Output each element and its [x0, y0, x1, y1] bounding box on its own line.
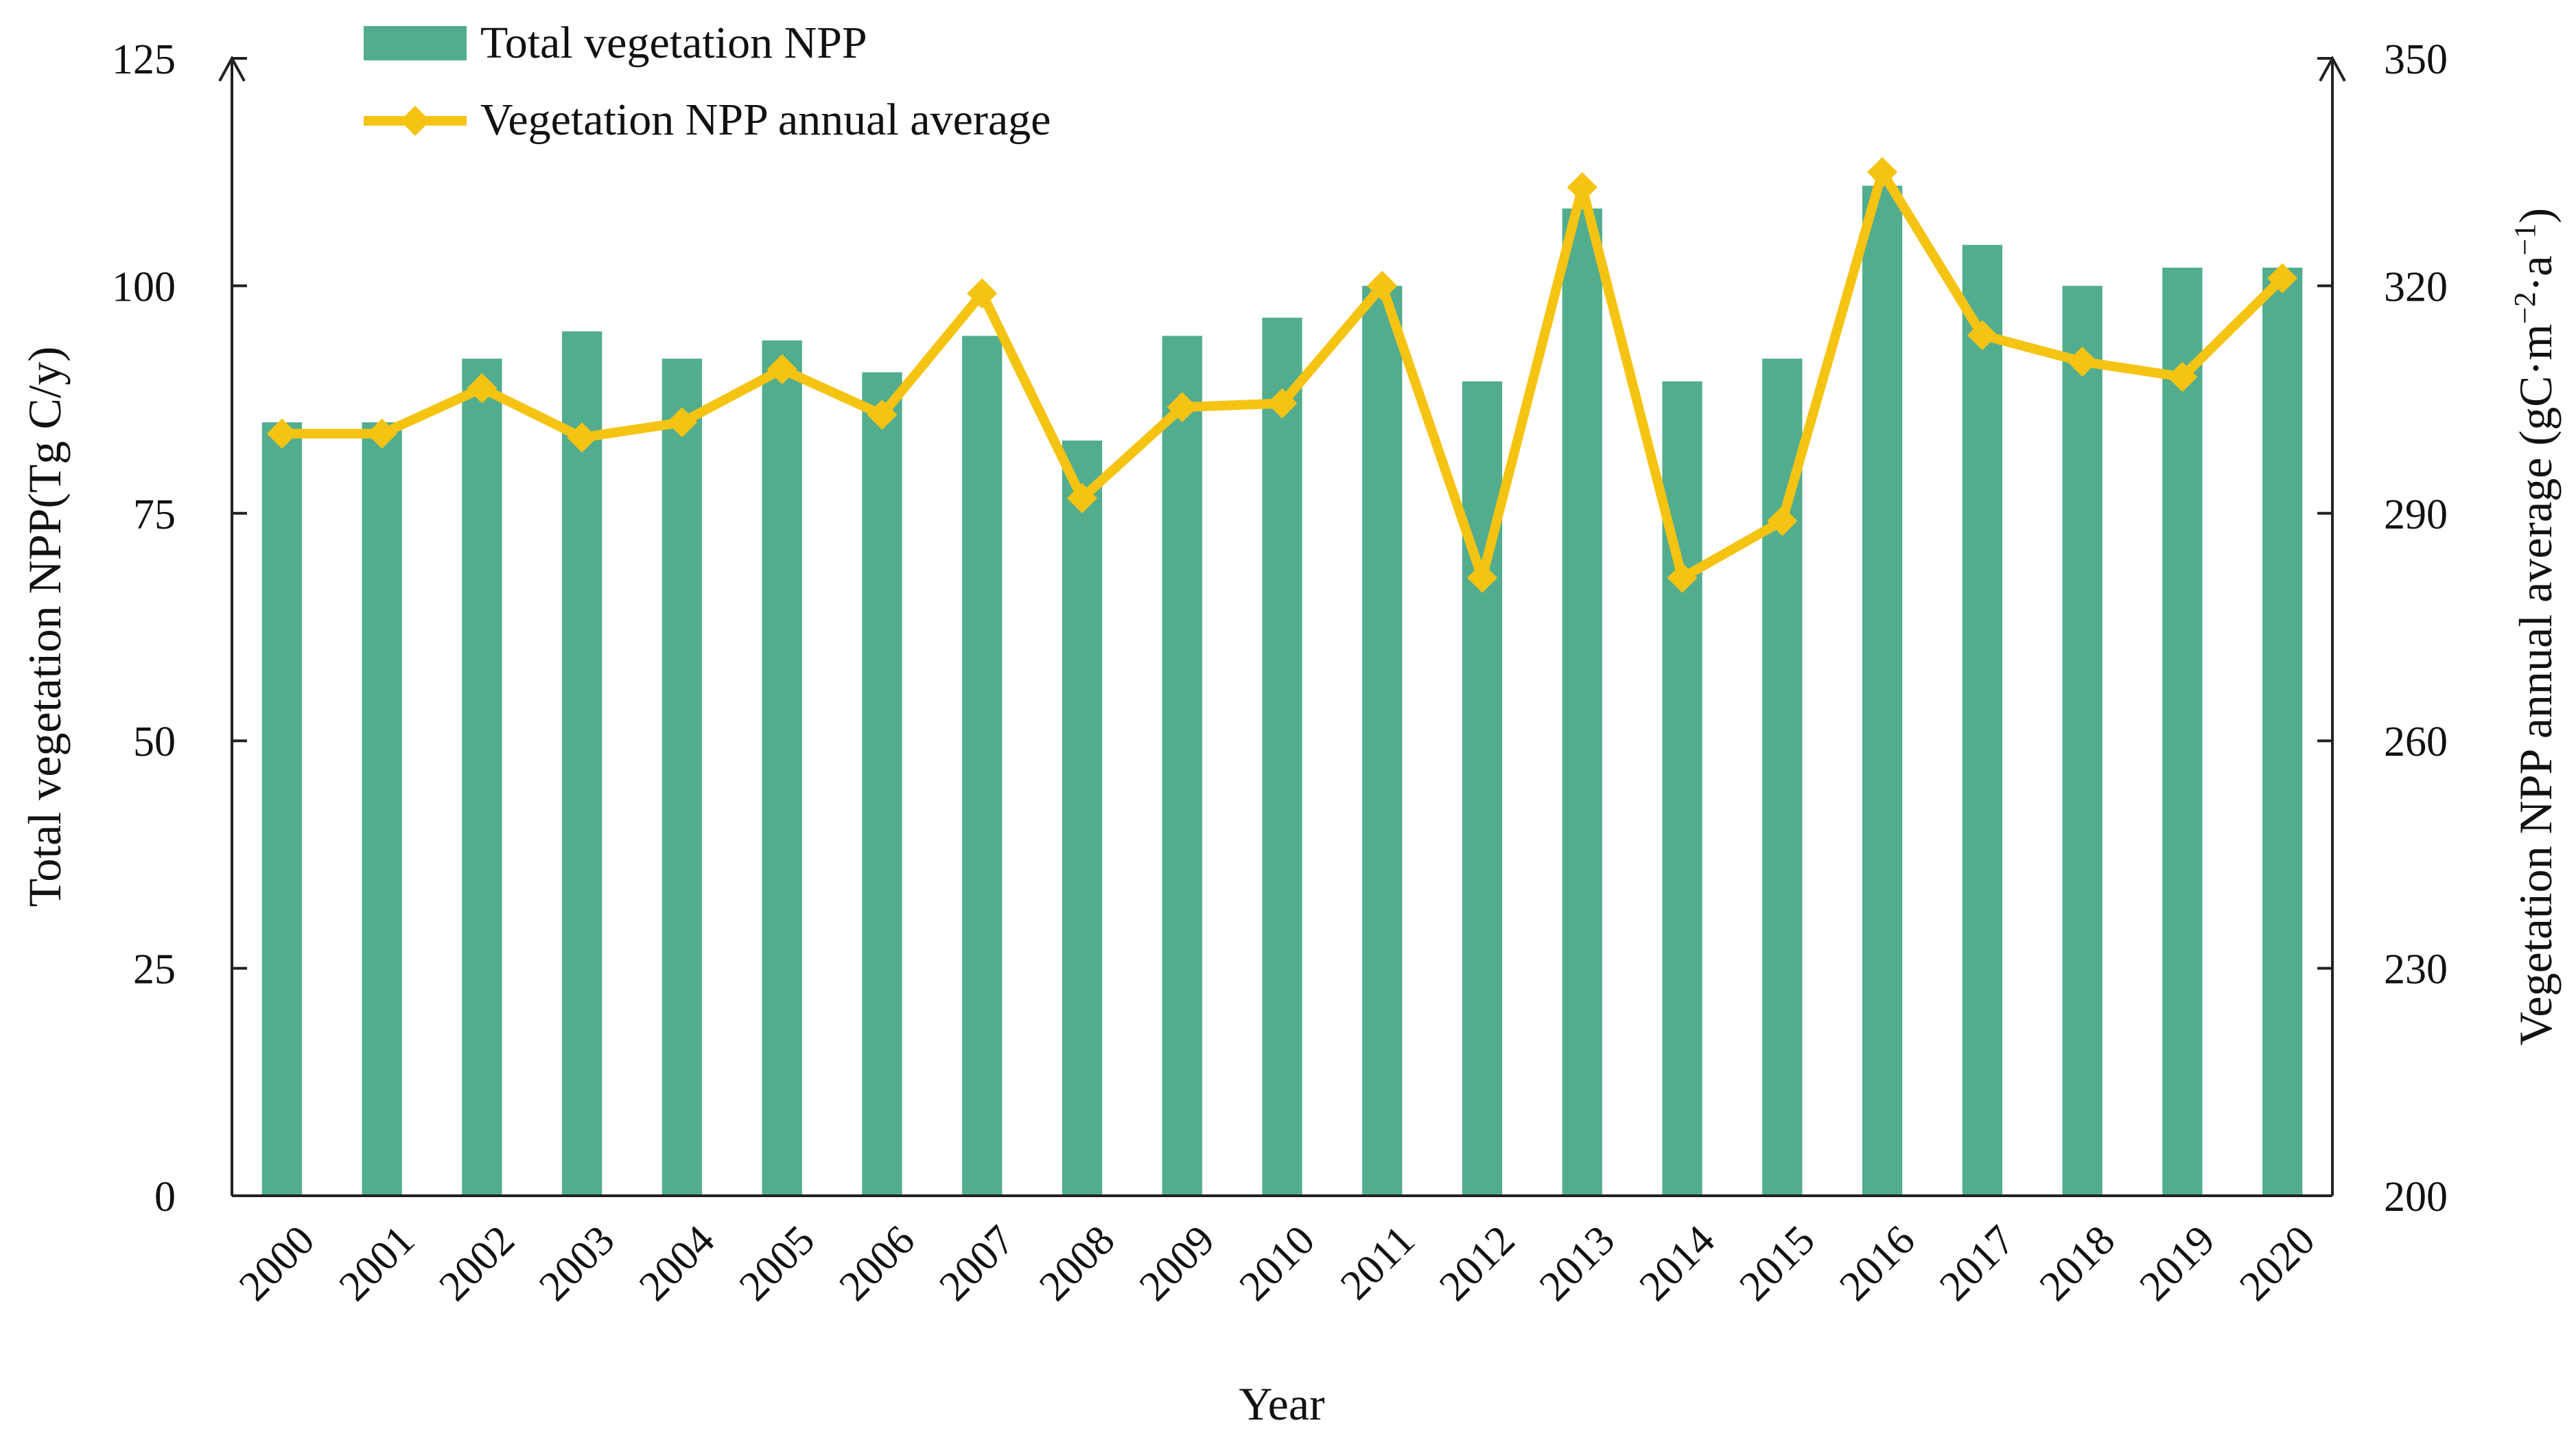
right-y-axis-title-main: Vegetation NPP annual average (gC·m	[2509, 324, 2562, 1045]
line-layer	[266, 157, 2298, 593]
right-y-axis-title: Vegetation NPP annual average (gC·m−2·a−…	[2508, 208, 2562, 1045]
axes-layer	[218, 55, 2346, 1197]
point-2000	[266, 418, 297, 449]
right-y-axis-title-sup2: −1	[2508, 223, 2542, 255]
left-tick-label-25: 25	[133, 947, 176, 993]
right-tick-label-290: 290	[2384, 491, 2448, 538]
bar-2013	[1562, 208, 1602, 1196]
bar-2016	[1862, 185, 1903, 1196]
x-tick-label-2017: 2017	[1931, 1217, 2024, 1310]
right-tick-label-230: 230	[2384, 947, 2448, 993]
x-tick-label-2020: 2020	[2231, 1217, 2324, 1310]
point-2001	[366, 418, 397, 449]
point-2004	[666, 407, 697, 438]
legend: Total vegetation NPP Vegetation NPP annu…	[364, 18, 1051, 145]
point-2019	[2167, 361, 2198, 392]
x-tick-label-2018: 2018	[2030, 1217, 2124, 1310]
legend-label-bars: Total vegetation NPP	[480, 18, 867, 68]
legend-swatch-bars	[364, 26, 467, 60]
point-2012	[1467, 562, 1498, 593]
bar-2014	[1662, 381, 1702, 1196]
point-2010	[1267, 388, 1298, 419]
bar-2009	[1162, 336, 1202, 1196]
bar-2006	[862, 372, 902, 1196]
left-y-axis-title: Total vegetation NPP(Tg C/y)	[19, 347, 71, 907]
right-tick-label-320: 320	[2384, 264, 2448, 310]
bar-2019	[2162, 267, 2203, 1196]
legend-swatch-marker	[400, 106, 430, 136]
x-tick-label-2016: 2016	[1831, 1217, 1924, 1310]
left-tick-label-125: 125	[112, 36, 176, 83]
point-2007	[967, 278, 998, 309]
bar-2001	[362, 422, 402, 1196]
point-2003	[567, 422, 598, 453]
legend-label-line: Vegetation NPP annual average	[480, 95, 1051, 145]
x-tick-label-2003: 2003	[530, 1217, 624, 1310]
point-2005	[766, 354, 797, 384]
point-2014	[1667, 562, 1698, 593]
right-tick-label-350: 350	[2384, 36, 2448, 83]
right-tick-label-200: 200	[2384, 1174, 2448, 1220]
bars-layer	[261, 185, 2303, 1196]
bar-2018	[2062, 286, 2103, 1196]
bar-2011	[1362, 286, 1403, 1196]
point-2002	[467, 373, 497, 404]
point-2009	[1167, 392, 1197, 423]
x-tick-label-2010: 2010	[1230, 1217, 1324, 1310]
left-tick-label-50: 50	[133, 719, 176, 765]
x-tick-label-2009: 2009	[1131, 1217, 1224, 1310]
x-tick-label-2002: 2002	[430, 1217, 524, 1310]
point-2011	[1367, 270, 1398, 301]
x-tick-label-2011: 2011	[1332, 1217, 1424, 1309]
point-2020	[2267, 263, 2298, 294]
x-tick-label-2006: 2006	[830, 1217, 924, 1310]
bar-2008	[1062, 440, 1103, 1196]
bar-2005	[762, 340, 802, 1196]
point-2016	[1867, 157, 1898, 187]
x-tick-label-2012: 2012	[1431, 1217, 1524, 1310]
x-tick-label-2004: 2004	[631, 1217, 724, 1310]
point-2017	[1967, 320, 1998, 351]
x-tick-label-2015: 2015	[1731, 1217, 1824, 1310]
left-tick-label-100: 100	[112, 264, 176, 310]
point-2015	[1767, 505, 1798, 536]
left-tick-label-0: 0	[154, 1174, 176, 1220]
x-axis-title: Year	[1239, 1378, 1325, 1430]
left-tick-label-75: 75	[133, 491, 176, 538]
bar-2004	[661, 358, 703, 1196]
bar-2017	[1962, 244, 2002, 1196]
point-2006	[867, 400, 898, 430]
right-y-axis-title-sup1: −2	[2508, 292, 2542, 324]
x-tick-label-2005: 2005	[731, 1217, 824, 1310]
bar-2020	[2262, 267, 2303, 1196]
x-tick-label-2013: 2013	[1531, 1217, 1624, 1310]
x-tick-label-2014: 2014	[1630, 1217, 1724, 1310]
x-tick-label-2001: 2001	[330, 1217, 423, 1310]
bar-2002	[462, 358, 502, 1196]
right-y-axis-title-end: )	[2509, 208, 2562, 224]
bar-2012	[1462, 381, 1503, 1196]
right-y-axis-title-mid: ·a	[2509, 255, 2562, 292]
x-tick-label-2008: 2008	[1031, 1217, 1124, 1310]
bar-2015	[1762, 358, 1803, 1196]
point-2018	[2067, 346, 2098, 377]
bar-2010	[1262, 317, 1302, 1196]
bar-2000	[261, 422, 303, 1196]
point-2008	[1066, 483, 1097, 513]
x-tick-label-2007: 2007	[930, 1217, 1024, 1310]
bar-2007	[962, 336, 1003, 1196]
point-2013	[1567, 172, 1597, 202]
x-tick-label-2000: 2000	[231, 1217, 324, 1310]
bar-2003	[562, 331, 602, 1196]
right-tick-label-260: 260	[2384, 719, 2448, 765]
x-tick-label-2019: 2019	[2131, 1217, 2224, 1310]
